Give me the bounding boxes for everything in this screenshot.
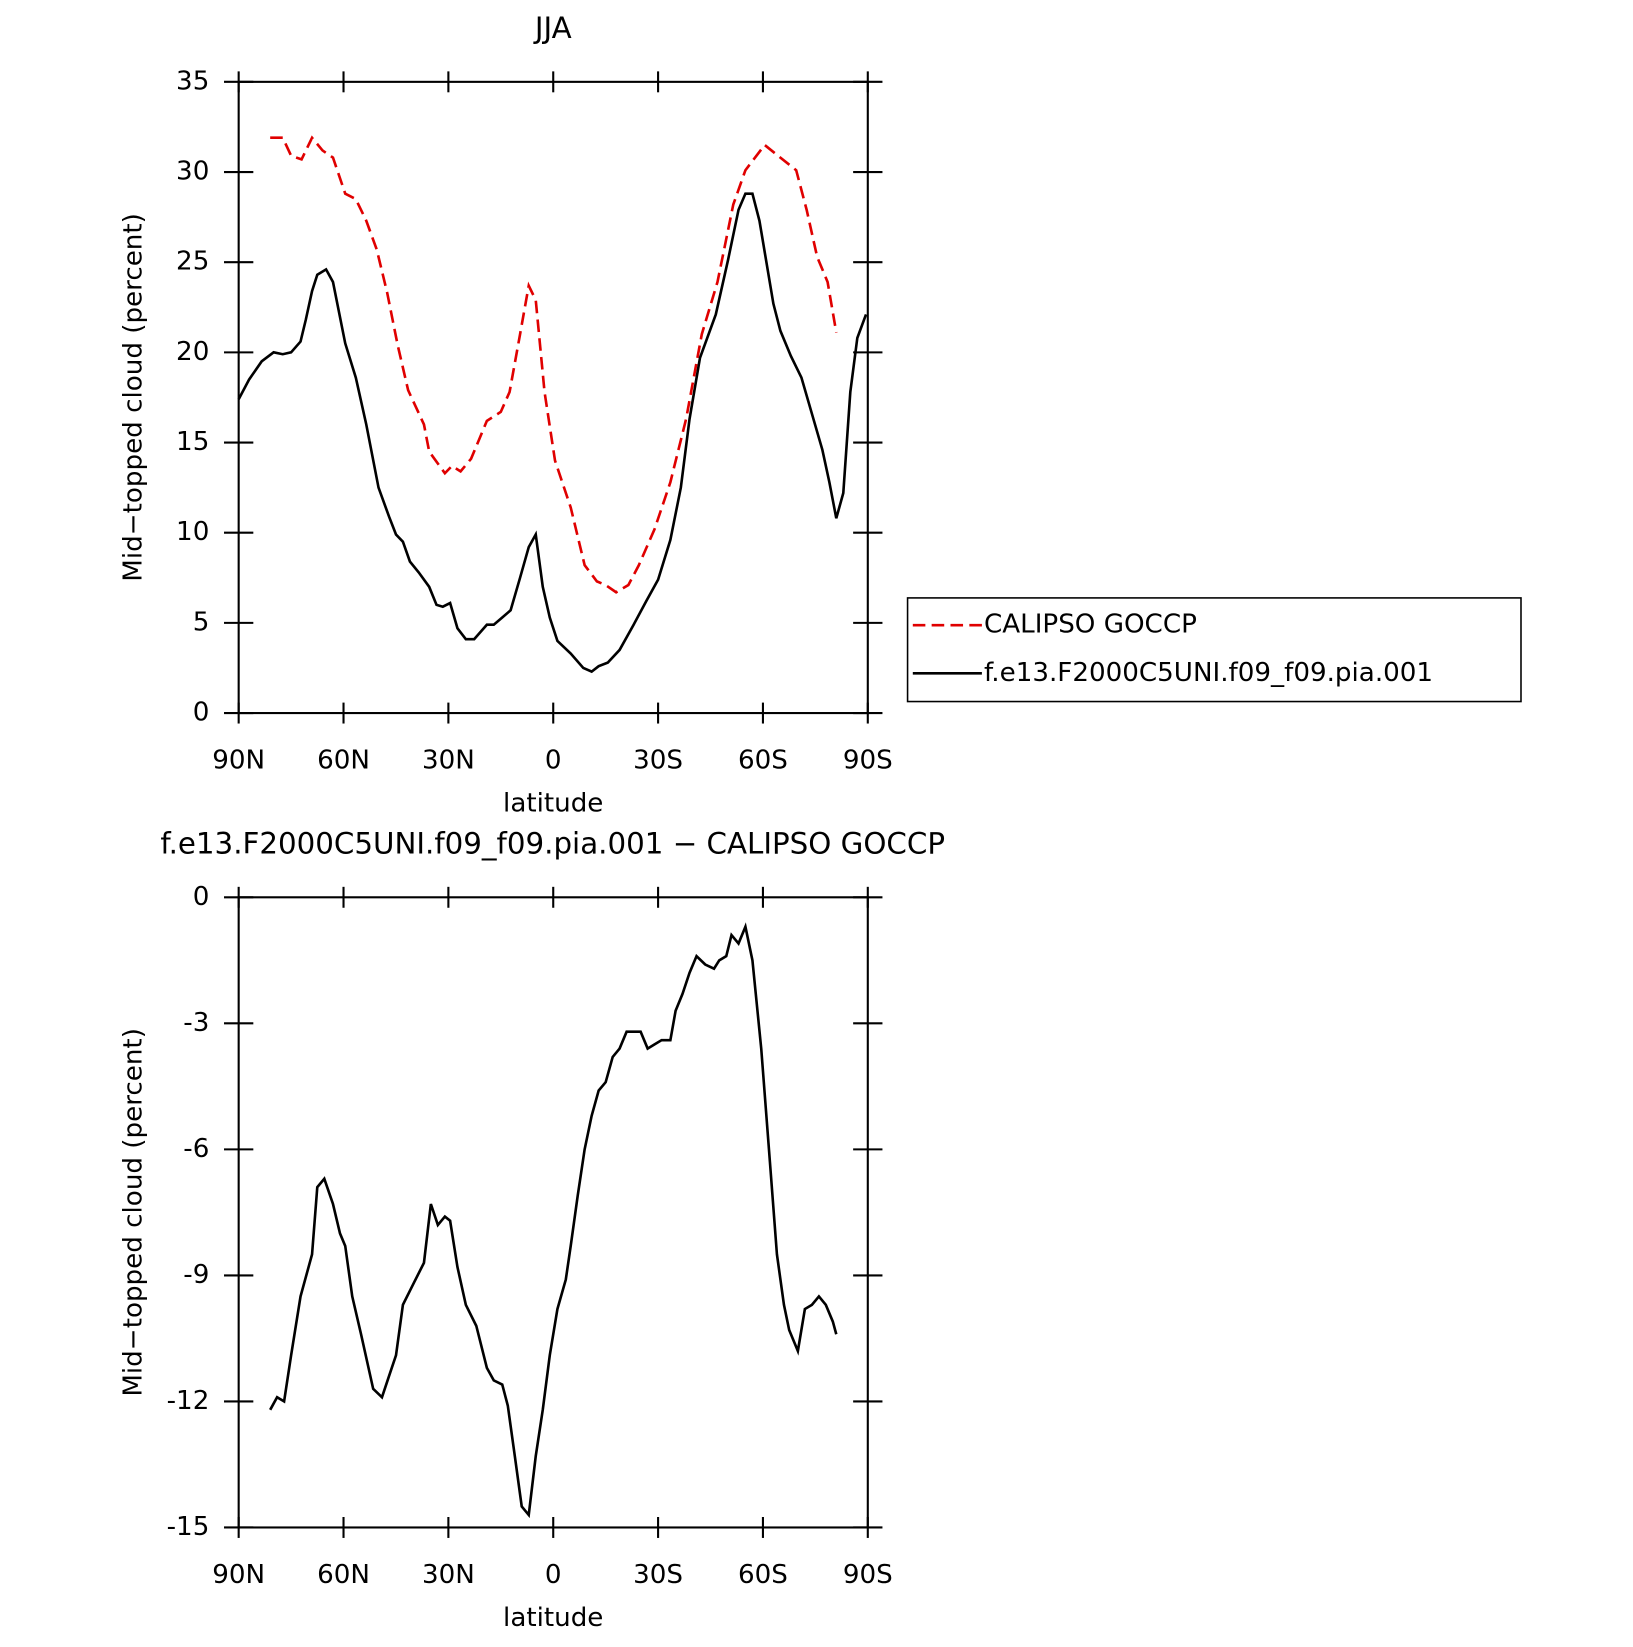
- plot-frame: [237, 80, 869, 715]
- data-line: [237, 192, 868, 674]
- legend-label: f.e13.F2000C5UNI.f09_f09.pia.001: [984, 658, 1433, 688]
- x-tick-label: 60S: [738, 1560, 788, 1590]
- y-axis-label: Mid−topped cloud (percent): [118, 1028, 148, 1397]
- x-tick-label: 30N: [422, 746, 475, 776]
- x-tick-label: 0: [545, 1560, 562, 1590]
- y-tick-label: 5: [193, 607, 210, 637]
- x-tick-label: 0: [545, 746, 562, 776]
- y-tick-label: 25: [176, 247, 209, 277]
- x-tick-label: 30N: [422, 1560, 475, 1590]
- x-tick-label: 60S: [738, 746, 788, 776]
- y-tick-label: -9: [183, 1260, 209, 1290]
- y-tick-label: -3: [183, 1008, 209, 1038]
- legend-box: [906, 597, 1522, 703]
- y-tick-label: -12: [167, 1386, 210, 1416]
- x-tick-label: 60N: [317, 1560, 370, 1590]
- x-tick-label: 90N: [212, 746, 265, 776]
- x-axis-label: latitude: [503, 1603, 603, 1633]
- chart-title: JJA: [533, 11, 572, 45]
- data-line: [269, 922, 838, 1519]
- x-tick-label: 60N: [317, 746, 370, 776]
- y-tick-label: 10: [176, 517, 209, 547]
- chart-title: f.e13.F2000C5UNI.f09_f09.pia.001 − CALIP…: [160, 826, 945, 860]
- x-axis-label: latitude: [503, 789, 603, 819]
- y-tick-label: -6: [183, 1134, 209, 1164]
- y-tick-label: 0: [193, 882, 210, 912]
- x-tick-label: 30S: [633, 1560, 683, 1590]
- y-tick-label: 15: [176, 427, 209, 457]
- y-tick-label: 0: [193, 698, 210, 728]
- y-tick-label: 20: [176, 337, 209, 367]
- data-line: [270, 135, 838, 594]
- x-tick-label: 90S: [843, 746, 893, 776]
- x-tick-label: 90S: [843, 1560, 893, 1590]
- x-tick-label: 90N: [212, 1560, 265, 1590]
- y-axis-label: Mid−topped cloud (percent): [118, 213, 148, 582]
- y-tick-label: -15: [167, 1512, 210, 1542]
- x-tick-label: 30S: [633, 746, 683, 776]
- y-tick-label: 35: [176, 66, 209, 96]
- legend-label: CALIPSO GOCCP: [984, 610, 1197, 640]
- y-tick-label: 30: [176, 157, 209, 187]
